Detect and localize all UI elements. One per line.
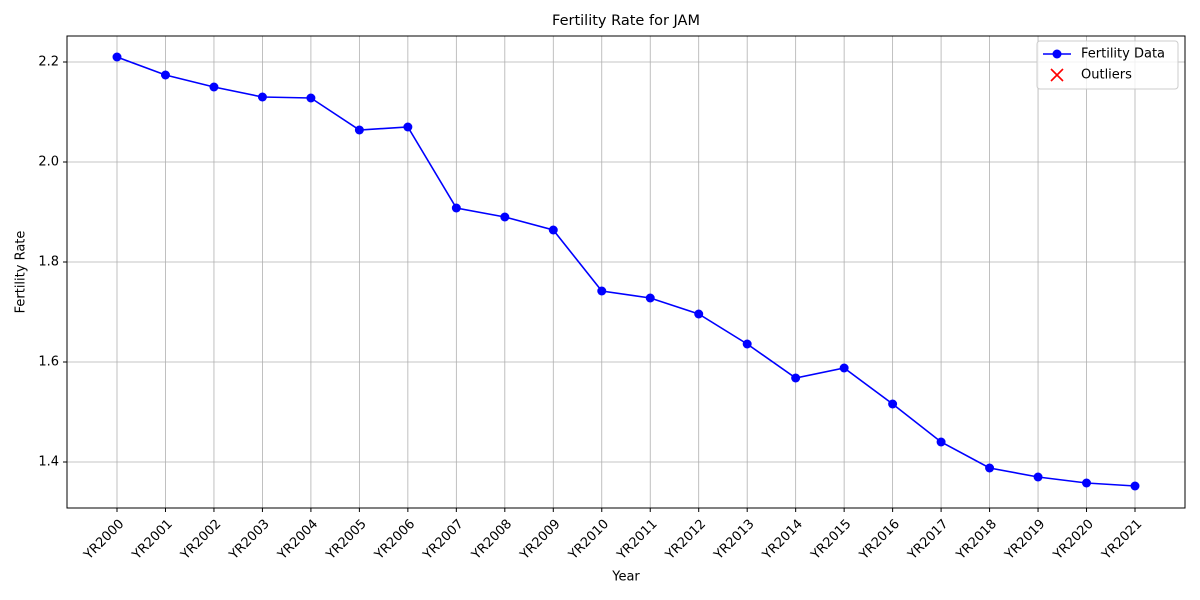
data-point (160, 70, 170, 80)
x-tick-label: YR2009 (517, 517, 564, 564)
x-tick-label: YR2004 (274, 517, 321, 564)
legend-label: Outliers (1081, 68, 1132, 83)
data-point (1130, 481, 1140, 491)
data-point (839, 363, 849, 373)
x-tick-label: YR2013 (711, 517, 758, 564)
data-point (888, 399, 898, 409)
x-tick-label: YR2021 (1099, 517, 1146, 564)
x-tick-label: YR2006 (371, 517, 418, 564)
y-tick-label: 1.8 (38, 255, 59, 270)
x-tick-label: YR2007 (420, 517, 467, 564)
x-tick-label: YR2000 (81, 517, 128, 564)
x-tick-label: YR2017 (905, 517, 952, 564)
x-tick-label: YR2010 (565, 517, 612, 564)
plot-frame (66, 35, 1186, 509)
x-tick-label: YR2005 (323, 517, 370, 564)
y-tick-label: 1.4 (38, 455, 59, 470)
data-point (306, 93, 316, 103)
y-tick-label: 2.0 (38, 155, 59, 170)
data-point (985, 463, 995, 473)
x-tick-label: YR2002 (178, 517, 225, 564)
data-point (548, 225, 558, 235)
data-point (354, 125, 364, 135)
data-point (1082, 478, 1092, 488)
data-point (403, 122, 413, 132)
x-tick-label: YR2018 (953, 517, 1000, 564)
x-tick-label: YR2011 (614, 517, 661, 564)
x-tick-label: YR2020 (1050, 517, 1097, 564)
data-point (597, 286, 607, 296)
y-tick-label: 2.2 (38, 55, 59, 70)
y-tick-label: 1.6 (38, 355, 59, 370)
x-tick-label: YR2015 (808, 517, 855, 564)
data-point (209, 82, 219, 92)
x-axis-label: Year (611, 570, 640, 585)
data-point (645, 293, 655, 303)
data-point (742, 339, 752, 349)
x-tick-label: YR2016 (856, 517, 903, 564)
legend-marker (1050, 68, 1064, 82)
data-point (936, 437, 946, 447)
x-tick-label: YR2008 (468, 517, 515, 564)
x-tick-label: YR2001 (129, 517, 176, 564)
legend-marker (1052, 49, 1062, 59)
data-point (694, 309, 704, 319)
data-point (112, 52, 122, 62)
data-point (1033, 472, 1043, 482)
x-tick-label: YR2019 (1002, 517, 1049, 564)
data-point (791, 373, 801, 383)
chart-title: Fertility Rate for JAM (552, 13, 700, 29)
data-point (257, 92, 267, 102)
x-tick-label: YR2003 (226, 517, 273, 564)
x-tick-label: YR2014 (759, 517, 806, 564)
x-tick-label: YR2012 (662, 517, 709, 564)
data-point (451, 203, 461, 213)
data-line (116, 56, 1136, 487)
legend-box (1036, 40, 1179, 90)
y-axis-label: Fertility Rate (14, 231, 29, 314)
legend-label: Fertility Data (1081, 47, 1165, 62)
data-point (500, 212, 510, 222)
